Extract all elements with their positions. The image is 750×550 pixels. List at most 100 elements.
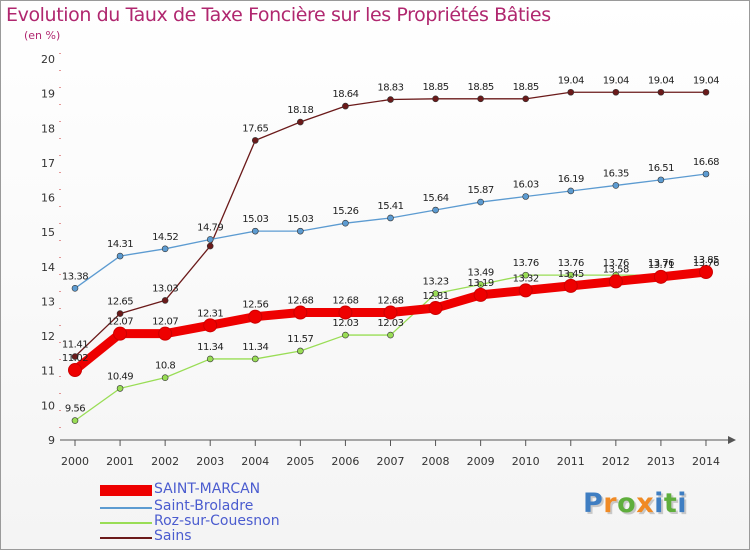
data-label-roz-sur-couesnon: 13.76 (648, 258, 674, 269)
data-point-saint-broladre (71, 284, 79, 292)
data-point-saint-broladre (206, 236, 214, 243)
y-tick-label: 12 (41, 330, 55, 343)
data-label-saint-broladre: 15.87 (468, 185, 494, 196)
logo-shadow: Proxiti (585, 490, 689, 521)
chart-title: Evolution du Taux de Taxe Foncière sur l… (6, 4, 551, 26)
x-tick-label: 2003 (196, 455, 224, 468)
x-axis-arrow (728, 436, 736, 444)
data-point-roz-sur-couesnon (251, 355, 259, 363)
data-point-saint-marcan (518, 283, 533, 298)
data-point-saint-marcan (383, 305, 398, 320)
legend-label: Saint-Broladre (154, 498, 254, 514)
data-point-saint-broladre (477, 198, 484, 206)
data-label-roz-sur-couesnon: 13.76 (603, 258, 629, 269)
data-point-roz-sur-couesnon (522, 271, 530, 279)
data-label-sains: 19.04 (648, 75, 674, 86)
data-point-saint-broladre (612, 182, 620, 189)
data-label-saint-broladre: 15.64 (422, 193, 448, 204)
data-label-saint-broladre: 15.41 (377, 201, 403, 212)
data-point-saint-marcan (698, 265, 713, 280)
data-point-saint-marcan (473, 287, 488, 302)
y-tick-label: 10 (41, 399, 55, 412)
data-label-sains: 18.18 (287, 105, 313, 116)
data-label-roz-sur-couesnon: 13.76 (693, 258, 719, 269)
data-label-saint-marcan: 12.07 (107, 317, 133, 328)
data-label-roz-sur-couesnon: 9.56 (65, 404, 85, 415)
data-label-saint-broladre: 16.03 (513, 180, 539, 191)
x-tick-label: 2013 (647, 455, 675, 468)
data-label-roz-sur-couesnon: 12.03 (377, 318, 403, 329)
x-tick-label: 2000 (61, 455, 89, 468)
data-label-sains: 17.65 (242, 123, 268, 134)
data-point-saint-broladre (522, 193, 530, 200)
data-point-sains (522, 95, 530, 103)
data-label-saint-broladre: 13.38 (62, 271, 88, 282)
data-label-roz-sur-couesnon: 11.57 (287, 334, 313, 345)
data-point-roz-sur-couesnon (432, 290, 439, 297)
data-label-sains: 19.04 (558, 75, 584, 86)
data-label-saint-marcan: 12.68 (377, 296, 403, 307)
data-point-sains (567, 88, 575, 96)
data-point-roz-sur-couesnon (297, 347, 304, 355)
data-label-saint-marcan: 13.58 (603, 264, 629, 275)
legend-label: Sains (154, 528, 192, 544)
data-label-sains: 18.85 (422, 82, 448, 93)
legend-label: Roz-sur-Couesnon (154, 513, 280, 529)
data-label-sains: 18.85 (513, 82, 539, 93)
data-label-saint-marcan: 13.85 (693, 255, 719, 266)
y-tick-label: 17 (41, 157, 55, 170)
data-point-saint-marcan (293, 305, 308, 320)
x-tick-label: 2008 (422, 455, 450, 468)
data-point-saint-broladre (567, 187, 575, 195)
x-tick-label: 2012 (602, 455, 630, 468)
data-point-saint-marcan (113, 326, 128, 341)
unit-label: (en %) (24, 29, 61, 42)
data-point-saint-broladre (432, 206, 439, 214)
data-point-saint-broladre (116, 252, 124, 260)
data-point-roz-sur-couesnon (477, 281, 484, 288)
series-layer (68, 88, 713, 424)
data-label-saint-broladre: 14.52 (152, 232, 178, 243)
data-label-sains: 18.83 (377, 83, 403, 94)
x-tick-label: 2001 (106, 455, 134, 468)
data-label-sains: 12.65 (107, 297, 133, 308)
data-label-saint-broladre: 14.79 (197, 222, 223, 233)
data-point-sains (161, 297, 169, 304)
data-label-sains: 13.03 (152, 283, 178, 294)
data-point-roz-sur-couesnon (161, 374, 169, 381)
data-label-saint-marcan: 12.68 (287, 296, 313, 307)
legend-swatch (100, 522, 152, 524)
y-tick-label: 13 (41, 295, 55, 308)
data-label-saint-marcan: 13.71 (648, 260, 674, 271)
legend-swatch (100, 537, 152, 539)
data-point-sains (612, 88, 620, 96)
data-label-roz-sur-couesnon: 12.03 (332, 318, 358, 329)
x-tick-label: 2011 (557, 455, 585, 468)
data-label-roz-sur-couesnon: 11.34 (242, 342, 268, 353)
data-label-sains: 18.64 (332, 89, 358, 100)
data-point-saint-marcan (338, 305, 353, 320)
data-point-saint-marcan (248, 309, 263, 324)
data-point-saint-marcan (428, 301, 443, 316)
data-label-roz-sur-couesnon: 13.76 (513, 258, 539, 269)
data-point-saint-marcan (158, 326, 173, 341)
y-tick-label: 15 (41, 226, 55, 239)
data-point-saint-marcan (608, 274, 623, 289)
data-label-saint-marcan: 12.68 (332, 296, 358, 307)
x-tick-label: 2010 (512, 455, 540, 468)
data-point-saint-broladre (161, 245, 169, 253)
y-tick-label: 14 (41, 261, 55, 274)
data-point-roz-sur-couesnon (71, 417, 79, 424)
data-label-saint-marcan: 12.81 (422, 291, 448, 302)
data-labels: 11.41 12.65 13.03 17.65 18.18 18.64 18.83 18.85… (62, 75, 720, 415)
data-point-roz-sur-couesnon (206, 355, 214, 363)
x-tick-label: 2006 (331, 455, 359, 468)
legend-swatch (100, 507, 152, 509)
data-label-saint-marcan: 13.19 (468, 278, 494, 289)
data-label-sains: 18.85 (468, 82, 494, 93)
data-point-saint-broladre (387, 214, 394, 222)
x-tick-label: 2014 (692, 455, 720, 468)
data-label-saint-broladre: 16.51 (648, 163, 674, 174)
data-label-saint-broladre: 16.35 (603, 168, 629, 179)
